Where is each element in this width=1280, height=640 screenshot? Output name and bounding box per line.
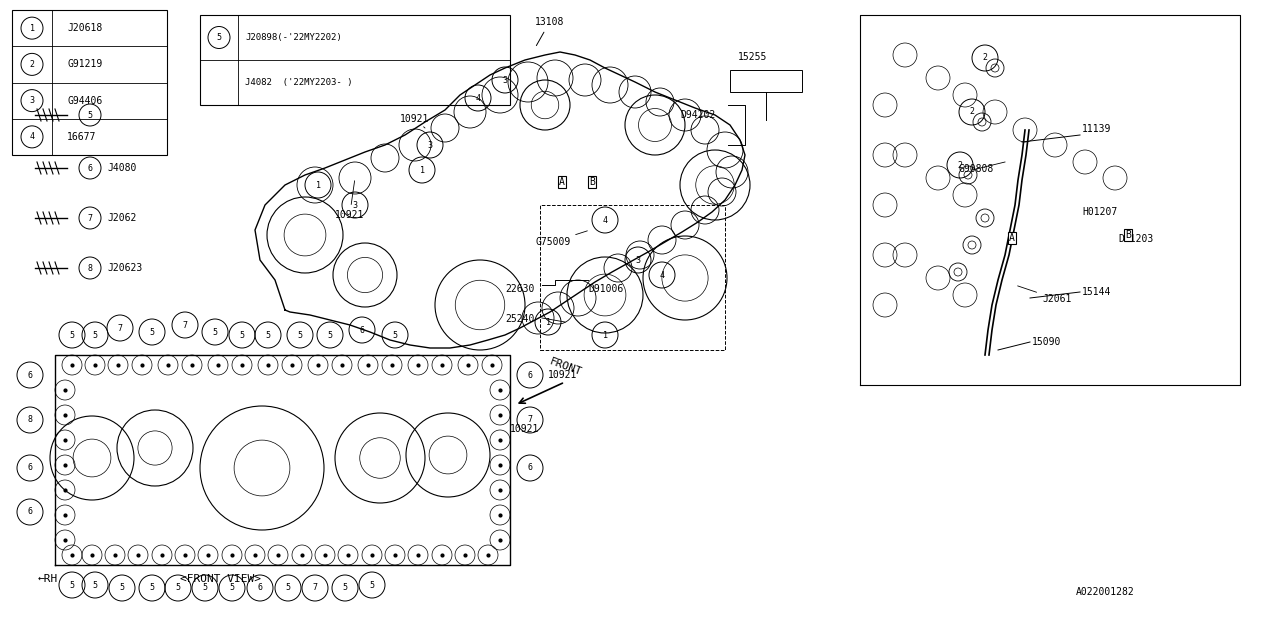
FancyBboxPatch shape xyxy=(730,70,803,92)
Text: 5: 5 xyxy=(175,584,180,593)
Text: 4: 4 xyxy=(603,216,608,225)
Text: A: A xyxy=(559,177,564,187)
Text: 5: 5 xyxy=(328,330,333,339)
Text: 3: 3 xyxy=(428,141,433,150)
Text: 5: 5 xyxy=(370,580,375,589)
Text: J2062: J2062 xyxy=(108,213,137,223)
Text: 7: 7 xyxy=(183,321,187,330)
FancyBboxPatch shape xyxy=(12,10,166,155)
Text: 5: 5 xyxy=(69,580,74,589)
Text: 15090: 15090 xyxy=(1032,337,1061,347)
Text: 5: 5 xyxy=(119,584,124,593)
Text: 5: 5 xyxy=(92,580,97,589)
Text: 5: 5 xyxy=(92,330,97,339)
Text: D91006: D91006 xyxy=(588,284,623,294)
Text: 1: 1 xyxy=(315,180,320,189)
Text: FRONT: FRONT xyxy=(548,356,584,377)
Text: J20623: J20623 xyxy=(108,263,142,273)
Text: J4082  ('22MY2203- ): J4082 ('22MY2203- ) xyxy=(244,78,352,87)
Text: 4: 4 xyxy=(659,271,664,280)
Text: 2: 2 xyxy=(29,60,35,69)
Text: A022001282: A022001282 xyxy=(1075,587,1134,597)
Text: 10921: 10921 xyxy=(509,424,539,434)
Text: D91203: D91203 xyxy=(1117,234,1153,244)
Text: 5: 5 xyxy=(202,584,207,593)
Text: 5: 5 xyxy=(212,328,218,337)
Text: G94406: G94406 xyxy=(67,95,102,106)
Text: H01207: H01207 xyxy=(1082,207,1117,217)
Text: 6: 6 xyxy=(87,163,92,173)
Text: 25240: 25240 xyxy=(506,314,534,324)
Text: 4: 4 xyxy=(475,93,480,102)
Text: 13108: 13108 xyxy=(535,17,564,45)
Text: J2061: J2061 xyxy=(1018,286,1071,304)
Text: 5: 5 xyxy=(150,584,155,593)
Text: 10921: 10921 xyxy=(401,114,429,128)
Text: B: B xyxy=(589,177,595,187)
Text: 3: 3 xyxy=(352,200,357,209)
Text: 5: 5 xyxy=(239,330,244,339)
Text: 6: 6 xyxy=(527,371,532,380)
Text: 2: 2 xyxy=(969,108,974,116)
Text: G75009: G75009 xyxy=(535,231,588,247)
Text: 3: 3 xyxy=(29,96,35,105)
Text: 5: 5 xyxy=(285,584,291,593)
Text: 3: 3 xyxy=(503,76,507,84)
Text: J20618: J20618 xyxy=(67,23,102,33)
Text: 7: 7 xyxy=(312,584,317,593)
Text: 1: 1 xyxy=(29,24,35,33)
Text: J4080: J4080 xyxy=(108,163,137,173)
Text: 5: 5 xyxy=(216,33,221,42)
Text: 1: 1 xyxy=(545,317,550,326)
Text: 10921: 10921 xyxy=(335,180,365,220)
Text: D94202: D94202 xyxy=(680,110,716,120)
Text: G90808: G90808 xyxy=(957,164,993,174)
Text: 6: 6 xyxy=(257,584,262,593)
Text: 5: 5 xyxy=(393,330,398,339)
Text: 3: 3 xyxy=(635,255,640,264)
Text: 7: 7 xyxy=(87,214,92,223)
Text: 1: 1 xyxy=(420,166,425,175)
Text: 22630: 22630 xyxy=(506,284,534,294)
Text: 2: 2 xyxy=(957,161,963,170)
Text: 1: 1 xyxy=(603,330,608,339)
Text: 6: 6 xyxy=(27,508,32,516)
Text: 16677: 16677 xyxy=(67,132,96,142)
Text: J20898(-'22MY2202): J20898(-'22MY2202) xyxy=(244,33,342,42)
Text: 5: 5 xyxy=(229,584,234,593)
Text: 6: 6 xyxy=(27,463,32,472)
Text: 8: 8 xyxy=(27,415,32,424)
Text: 4: 4 xyxy=(29,132,35,141)
Text: 7: 7 xyxy=(118,323,123,333)
Text: 8: 8 xyxy=(87,264,92,273)
Text: 5: 5 xyxy=(69,330,74,339)
Text: 6: 6 xyxy=(27,371,32,380)
Text: 5: 5 xyxy=(297,330,302,339)
Text: 11139: 11139 xyxy=(1082,124,1111,134)
Text: G91219: G91219 xyxy=(67,60,102,69)
Text: 10921: 10921 xyxy=(548,370,577,380)
Text: 5: 5 xyxy=(150,328,155,337)
Text: B: B xyxy=(1125,230,1132,240)
Text: 15144: 15144 xyxy=(1082,287,1111,297)
Text: 2: 2 xyxy=(983,54,987,63)
Text: 7: 7 xyxy=(527,415,532,424)
Text: <FRONT VIEW>: <FRONT VIEW> xyxy=(179,574,261,584)
FancyBboxPatch shape xyxy=(200,15,509,105)
Text: 6: 6 xyxy=(527,463,532,472)
Text: 6: 6 xyxy=(360,326,365,335)
Text: A: A xyxy=(1009,233,1015,243)
Text: ←RH: ←RH xyxy=(38,574,59,584)
Text: 5: 5 xyxy=(265,330,270,339)
Text: 5: 5 xyxy=(87,111,92,120)
Text: 5: 5 xyxy=(343,584,347,593)
Text: 15255: 15255 xyxy=(739,52,768,62)
